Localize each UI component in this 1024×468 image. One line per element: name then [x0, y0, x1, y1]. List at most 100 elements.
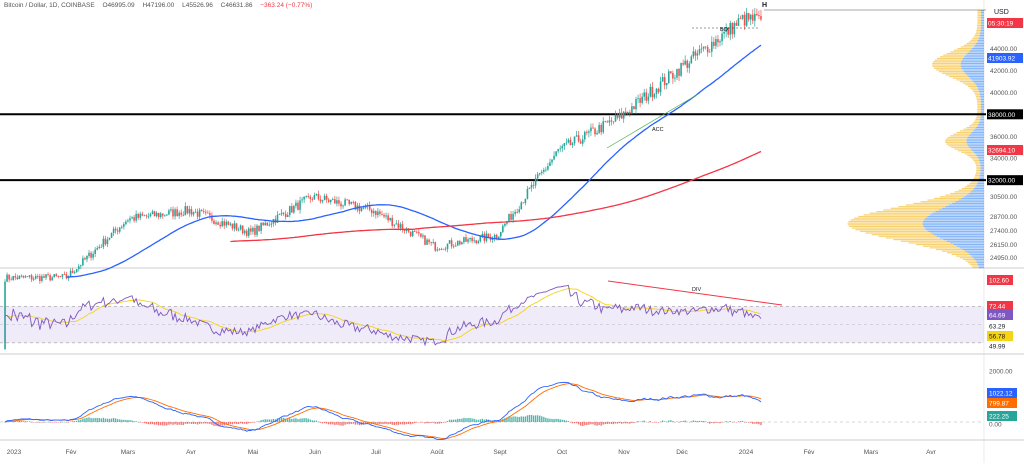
volume-profile-bar-up	[939, 196, 965, 198]
volume-profile-bar-down	[973, 257, 984, 259]
volume-profile-bar-up	[933, 61, 962, 63]
candle-body	[299, 200, 301, 210]
volume-profile-bar-down	[961, 67, 984, 69]
candle-body	[262, 222, 264, 226]
candle-body	[350, 201, 353, 204]
volume-profile-bar-down	[980, 33, 984, 35]
candle-body	[641, 96, 643, 103]
candle-body	[459, 241, 461, 245]
volume-profile-bar-up	[943, 54, 966, 56]
candle-body	[401, 224, 404, 230]
volume-profile-bar-up	[898, 206, 946, 208]
macd-histogram-bar	[555, 418, 557, 422]
macd-histogram-bar	[743, 422, 746, 423]
volume-profile-bar-up	[854, 217, 926, 219]
candle-body	[475, 240, 478, 244]
candle-body	[348, 199, 350, 204]
volume-profile-bar-down	[979, 174, 984, 176]
macd-histogram-bar	[407, 422, 410, 424]
volume-profile-bar-down	[979, 176, 984, 178]
volume-profile-bar-up	[953, 133, 971, 135]
macd-histogram-bar	[459, 418, 461, 422]
volume-profile-bar-down	[981, 19, 984, 22]
macd-histogram-bar	[24, 421, 27, 422]
volume-profile-bar-down	[962, 69, 984, 71]
candle-body	[176, 209, 178, 217]
candle-body	[721, 33, 723, 42]
volume-profile-bar-up	[977, 105, 981, 107]
candle-body	[637, 98, 639, 100]
candle-body	[538, 173, 541, 175]
macd-axis-tag	[987, 398, 1017, 408]
candle-body	[47, 274, 49, 276]
volume-profile-bar-down	[980, 163, 984, 165]
macd-histogram-bar	[606, 422, 609, 424]
candle-body	[643, 92, 646, 97]
macd-histogram-bar	[493, 420, 496, 422]
candle-body	[84, 258, 86, 260]
macd-histogram-bar	[108, 418, 111, 422]
macd-histogram-bar	[176, 422, 178, 425]
time-axis-label: Sept	[493, 449, 507, 456]
macd-histogram-bar	[584, 422, 586, 426]
candle-body	[502, 225, 504, 232]
macd-histogram-bar	[582, 422, 584, 426]
macd-histogram-bar	[358, 422, 361, 426]
candle-body	[6, 274, 8, 282]
candle-body	[596, 132, 598, 135]
candle-body	[94, 249, 96, 254]
candle-body	[747, 13, 750, 20]
volume-profile-bar-down	[981, 15, 984, 17]
macd-histogram-bar	[51, 422, 53, 423]
candle-body	[196, 211, 199, 217]
macd-histogram-bar	[418, 422, 420, 423]
macd-histogram-bar	[541, 416, 543, 422]
candle-body	[657, 88, 660, 93]
candle-body	[563, 143, 566, 147]
macd-histogram-bar	[299, 418, 301, 422]
candle-body	[45, 274, 47, 278]
candle-body	[590, 127, 592, 132]
candle-body	[674, 77, 676, 79]
macd-histogram-bar	[553, 419, 555, 422]
price-axis-tag	[987, 53, 1023, 63]
volume-profile-bar-down	[973, 130, 984, 132]
volume-profile-bar-up	[945, 141, 967, 144]
ohlc-open: O46995.09	[102, 2, 135, 9]
price-tick-label: 40000.00	[990, 90, 1017, 97]
macd-histogram-bar	[545, 417, 547, 422]
volume-profile-bar-up	[958, 189, 973, 191]
macd-histogram-bar	[563, 420, 566, 422]
volume-profile-bar-down	[963, 71, 984, 73]
volume-profile-bar-up	[971, 89, 979, 91]
macd-histogram-bar	[739, 421, 742, 422]
candle-body	[512, 213, 514, 220]
macd-histogram-bar	[348, 422, 350, 425]
macd-histogram-bar	[625, 422, 627, 424]
volume-profile-bar-up	[976, 117, 981, 119]
volume-profile-bar-down	[980, 118, 984, 120]
volume-profile-bar-down	[930, 232, 984, 234]
macd-histogram-bar	[754, 422, 756, 424]
macd-histogram-bar	[92, 418, 94, 422]
macd-histogram-bar	[190, 422, 193, 425]
volume-profile-bar-down	[979, 159, 984, 162]
candles	[4, 7, 762, 350]
volume-profile-bar-down	[980, 171, 984, 173]
volume-profile-bar-up	[975, 94, 981, 96]
candle-body	[340, 203, 342, 207]
volume-profile-bar-up	[973, 159, 980, 162]
candle-body	[256, 225, 258, 235]
price-axis-tag-label: 32694.10	[988, 148, 1015, 155]
volume-profile-bar-up	[851, 227, 925, 229]
volume-profile-bar-down	[978, 267, 984, 269]
candle-body	[479, 235, 482, 242]
candle-body	[92, 253, 94, 258]
candle-body	[372, 211, 375, 214]
candle-body	[309, 196, 312, 199]
macd-histogram-bar	[629, 422, 631, 424]
candle-body	[250, 228, 252, 232]
candle-body	[733, 23, 736, 35]
macd-histogram-bar	[639, 421, 641, 423]
